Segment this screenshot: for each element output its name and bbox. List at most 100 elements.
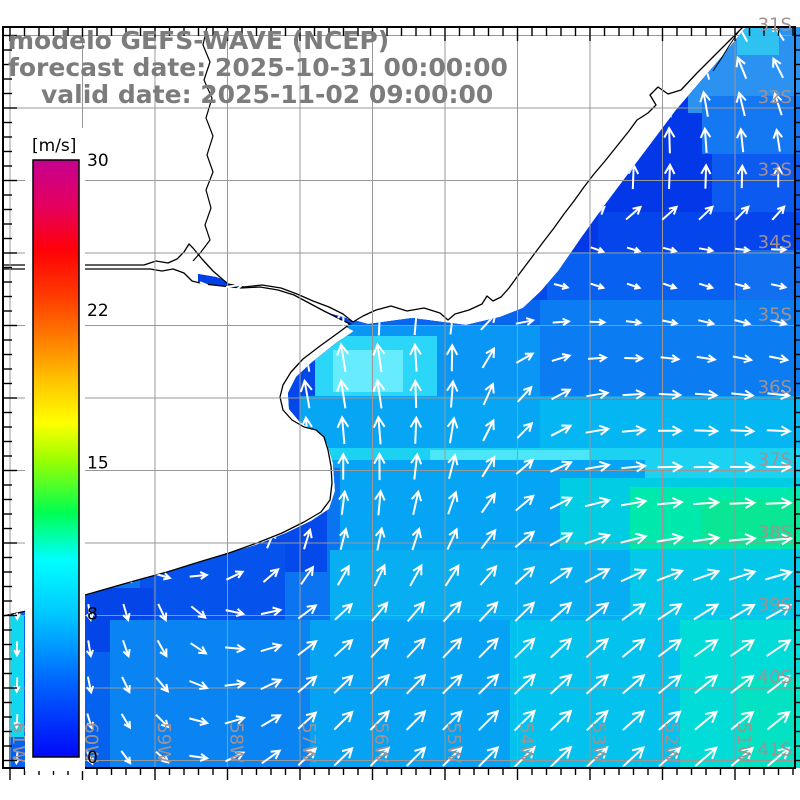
wind-arrow: [442, 710, 463, 731]
wind-arrow: [410, 489, 423, 516]
wind-arrow: [735, 55, 748, 80]
wind-arrow: [660, 354, 681, 364]
wind-arrow: [300, 565, 315, 585]
wind-arrow: [446, 416, 459, 444]
wind-arrow: [625, 205, 643, 221]
wind-arrow: [766, 639, 792, 657]
lon-label: 61W: [8, 722, 29, 763]
wind-arrow: [482, 382, 495, 406]
wind-arrow: [442, 600, 462, 623]
wind-arrow: [765, 533, 794, 546]
wind-arrow: [334, 602, 354, 621]
wind-arrow: [333, 674, 354, 694]
wave-cell: [702, 96, 800, 154]
wind-arrow: [337, 452, 350, 480]
wind-arrow: [622, 746, 646, 768]
wind-arrow: [514, 601, 536, 622]
wind-arrow: [513, 673, 537, 695]
wind-arrow: [729, 603, 756, 620]
wind-arrow: [155, 750, 170, 764]
wind-arrow: [261, 749, 282, 765]
wind-arrow: [620, 532, 648, 545]
wind-arrow: [770, 318, 788, 327]
wind-arrow: [86, 713, 94, 730]
wind-arrow: [731, 389, 755, 401]
wind-arrow: [766, 746, 791, 767]
wind-arrow: [369, 746, 391, 767]
valid-date-line: valid date: 2025-11-02 09:00:00: [41, 80, 494, 109]
wind-arrow: [336, 378, 349, 409]
wave-cell: [510, 620, 682, 768]
wind-arrow: [766, 710, 791, 731]
wind-arrow: [585, 673, 609, 695]
wind-arrow: [694, 425, 720, 437]
wind-arrow: [411, 526, 422, 551]
wind-arrow: [589, 318, 607, 326]
wind-arrow: [729, 497, 757, 509]
wind-arrow: [445, 343, 459, 372]
wind-arrow: [657, 638, 683, 658]
wind-arrow: [260, 714, 282, 728]
wind-arrow: [447, 453, 459, 479]
wind-arrow: [736, 127, 748, 153]
wind-arrow: [662, 246, 678, 254]
wind-arrow: [584, 496, 612, 509]
wind-arrow: [551, 388, 572, 401]
wind-arrow: [549, 460, 573, 473]
colorbar-tick-label: 22: [87, 301, 109, 321]
wind-arrow: [657, 461, 684, 473]
wind-arrow: [771, 205, 786, 221]
wind-arrow: [658, 389, 683, 400]
wind-arrow: [624, 353, 645, 363]
wind-arrow: [553, 246, 570, 254]
wind-arrow: [657, 603, 683, 621]
wind-arrow: [372, 415, 386, 445]
wind-arrow: [157, 603, 168, 623]
wind-arrow: [585, 602, 610, 622]
wind-arrow: [621, 602, 647, 622]
wind-arrow: [765, 604, 793, 620]
wind-arrow: [189, 680, 209, 690]
wind-arrow: [771, 245, 788, 254]
wind-arrow: [477, 746, 500, 768]
wind-arrow: [189, 717, 210, 726]
wind-arrow: [549, 709, 573, 732]
lon-label: 53W: [588, 722, 609, 763]
lat-label: 38S: [758, 522, 792, 543]
wind-arrow: [339, 527, 350, 551]
wind-arrow: [657, 497, 684, 509]
wind-arrow: [373, 451, 386, 481]
wind-arrow: [338, 489, 350, 515]
lon-label: 60W: [81, 722, 102, 763]
wind-arrow: [730, 746, 755, 767]
lon-label: 57W: [298, 722, 319, 763]
wind-arrow: [698, 246, 715, 254]
wind-arrow: [479, 564, 498, 586]
wind-arrow: [190, 605, 207, 619]
wind-arrow: [514, 566, 536, 585]
wind-arrow: [85, 604, 94, 622]
lon-label: 52W: [661, 722, 682, 763]
wind-arrow: [480, 492, 496, 514]
wind-arrow: [86, 676, 95, 695]
wind-arrow: [513, 709, 536, 732]
wind-arrow: [736, 163, 748, 189]
wind-arrow: [371, 601, 389, 622]
wind-arrow: [482, 418, 495, 442]
wind-arrow: [552, 317, 571, 326]
wind-arrow: [478, 637, 499, 659]
wind-arrow: [262, 568, 280, 583]
wind-arrow: [85, 640, 94, 659]
wind-arrow: [553, 282, 570, 290]
wind-arrow: [730, 674, 755, 694]
lat-label: 33S: [758, 160, 792, 181]
wind-arrow: [730, 425, 756, 437]
title-block: modelo GEFS-WAVE (NCEP) forecast date: 2…: [8, 27, 508, 108]
wind-arrow: [627, 126, 640, 154]
wind-arrow: [549, 496, 574, 510]
wave-cell: [540, 300, 800, 402]
wind-arrow: [692, 568, 721, 582]
wind-arrow: [260, 678, 283, 691]
wind-arrow: [772, 127, 783, 152]
